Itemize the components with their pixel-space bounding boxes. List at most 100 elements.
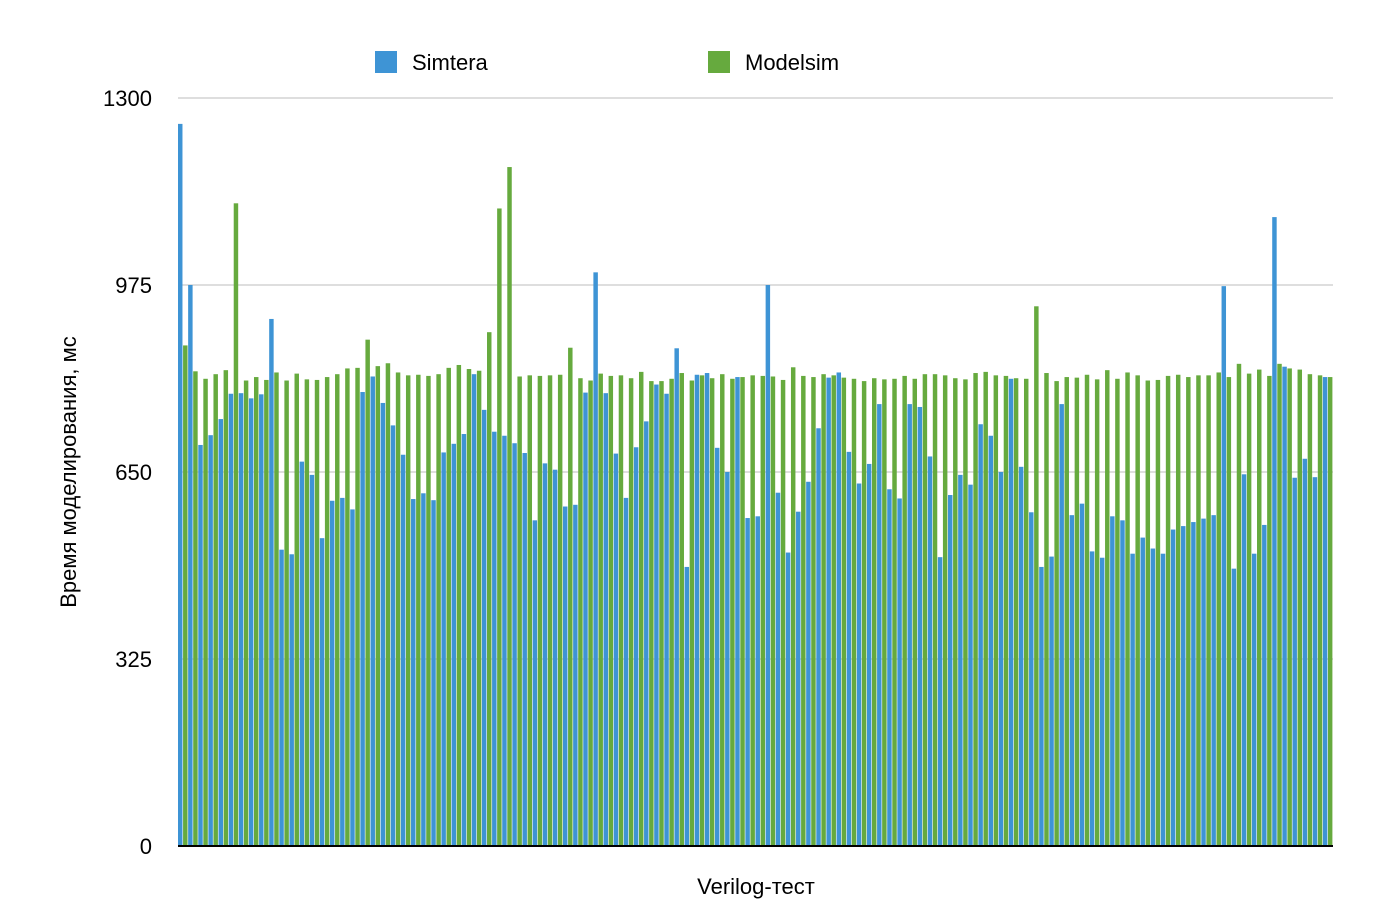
bar-simtera [228, 393, 234, 846]
bar-modelsim [892, 378, 897, 846]
bar-simtera [441, 452, 446, 846]
bar-simtera [309, 474, 315, 846]
bar-modelsim [1105, 370, 1110, 846]
bar-modelsim [1277, 363, 1282, 846]
bar-modelsim [274, 372, 279, 846]
bar-modelsim [801, 375, 806, 846]
bar-simtera [1049, 556, 1054, 846]
bar-simtera [178, 123, 183, 846]
bar-modelsim [811, 377, 816, 846]
bar-simtera [431, 500, 436, 846]
bar-simtera [1282, 366, 1287, 846]
bar-simtera [796, 511, 801, 846]
bar-modelsim [912, 378, 918, 846]
bar-modelsim [426, 375, 431, 846]
bar-simtera [694, 374, 700, 846]
bar-simtera [471, 374, 477, 846]
bar-modelsim [395, 372, 401, 846]
bar-modelsim [335, 374, 340, 846]
bar-modelsim [1216, 372, 1221, 846]
bar-simtera [623, 497, 629, 846]
bar-modelsim [669, 378, 674, 846]
bar-simtera [198, 444, 203, 846]
bar-modelsim [324, 377, 330, 846]
bar-simtera [714, 447, 720, 846]
bar-simtera [208, 435, 213, 846]
bar-simtera [411, 499, 416, 846]
bar-modelsim [780, 379, 786, 846]
bar-simtera [613, 453, 619, 846]
bar-simtera [816, 428, 821, 846]
bar-modelsim [1246, 373, 1252, 846]
bar-simtera [948, 495, 953, 846]
bar-modelsim [294, 373, 299, 846]
bar-simtera [1069, 515, 1075, 846]
bar-simtera [765, 285, 771, 846]
bar-simtera [1089, 551, 1095, 846]
bar-simtera [481, 409, 487, 846]
bar-modelsim [628, 378, 634, 846]
bar-modelsim [476, 370, 482, 846]
bar-modelsim [314, 379, 320, 846]
bar-simtera [502, 435, 507, 846]
bar-modelsim [720, 374, 725, 846]
bar-simtera [1231, 568, 1237, 846]
bar-modelsim [983, 371, 988, 846]
bar-modelsim [659, 381, 664, 846]
bar-simtera [958, 474, 963, 846]
bar-simtera [492, 431, 497, 846]
bar-simtera [1099, 557, 1105, 846]
bar-simtera [1322, 377, 1328, 846]
bar-simtera [1302, 458, 1308, 846]
bar-modelsim [841, 377, 847, 846]
bar-simtera [775, 492, 781, 846]
bar-modelsim [1186, 377, 1191, 846]
bar-simtera [573, 504, 578, 846]
bar-modelsim [1267, 375, 1272, 846]
bar-modelsim [1297, 369, 1303, 846]
bar-simtera [329, 500, 335, 846]
bar-simtera [1211, 515, 1216, 846]
bar-modelsim [1196, 375, 1201, 846]
bar-modelsim [831, 375, 836, 846]
bar-modelsim [466, 369, 472, 846]
bar-simtera [1008, 378, 1014, 846]
bar-modelsim [679, 373, 684, 846]
y-tick-label: 0 [140, 834, 152, 859]
bar-simtera [1292, 477, 1297, 846]
bar-modelsim [568, 347, 573, 846]
bar-simtera [846, 451, 852, 846]
bar-simtera [269, 318, 274, 846]
bar-simtera [340, 497, 345, 846]
bar-modelsim [527, 375, 533, 846]
legend: Simtera Modelsim [375, 50, 839, 75]
bar-simtera [1029, 512, 1034, 846]
bar-simtera [218, 419, 223, 846]
bar-modelsim [1206, 375, 1211, 846]
bar-modelsim [517, 376, 522, 846]
bar-simtera [1181, 526, 1186, 846]
bar-simtera [593, 272, 598, 847]
legend-swatch [375, 51, 397, 73]
bar-simtera [1120, 520, 1125, 846]
bar-modelsim [1074, 377, 1080, 846]
bar-simtera [836, 372, 842, 846]
bar-simtera [1150, 548, 1156, 846]
bar-simtera [633, 447, 639, 846]
bar-simtera [806, 481, 811, 846]
bar-simtera [1039, 566, 1044, 846]
bar-simtera [552, 469, 558, 846]
bar-modelsim [385, 363, 391, 846]
legend-swatch [708, 51, 730, 73]
bar-simtera [319, 538, 325, 846]
legend-label: Modelsim [745, 50, 839, 75]
bar-modelsim [203, 378, 208, 846]
bar-simtera [279, 549, 284, 846]
bar-simtera [674, 348, 679, 846]
y-tick-label: 975 [115, 273, 152, 298]
bar-simtera [583, 392, 588, 846]
bar-modelsim [649, 381, 654, 846]
bar-modelsim [608, 375, 614, 846]
bar-simtera [856, 483, 862, 846]
